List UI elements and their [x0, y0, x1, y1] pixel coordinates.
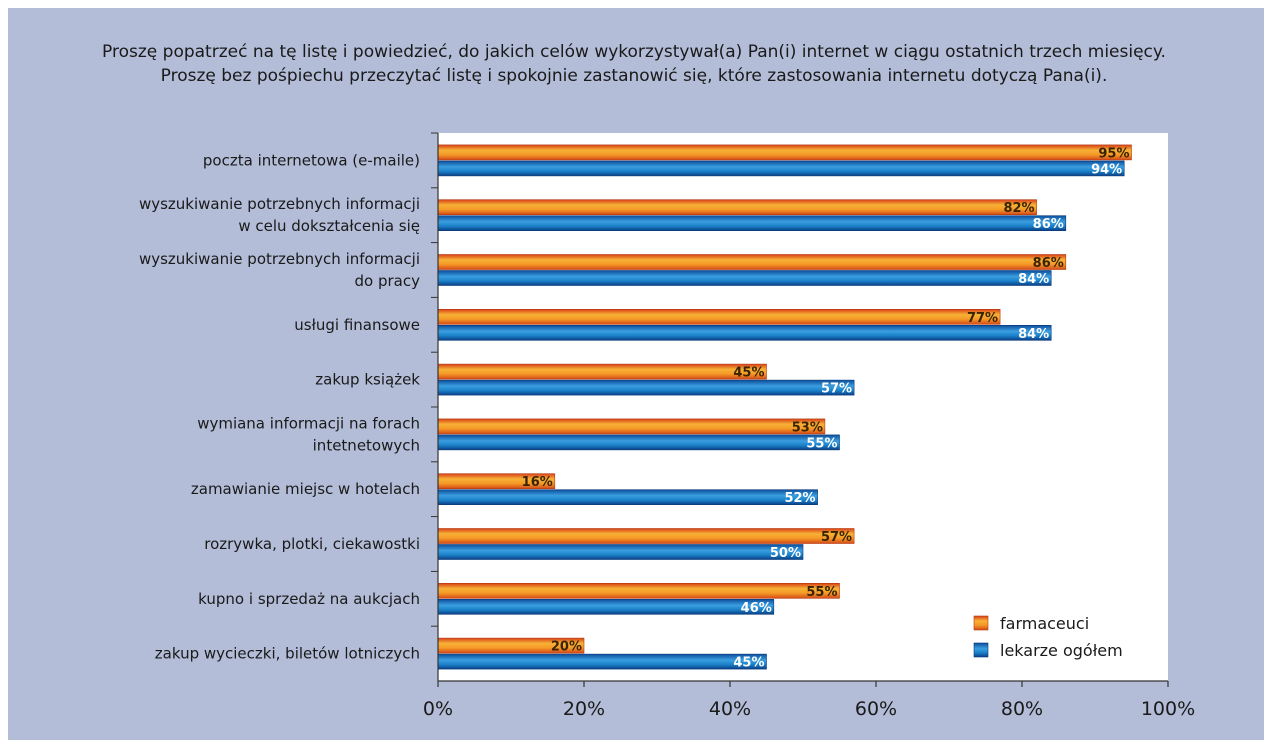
- data-label-farmaceuci-3: 77%: [967, 311, 998, 326]
- data-label-farmaceuci-5: 53%: [792, 420, 823, 435]
- legend-label-lekarze: lekarze ogółem: [1000, 641, 1123, 660]
- x-tick-label-5: 100%: [1141, 698, 1195, 720]
- category-label-0: poczta internetowa (e-maile): [203, 151, 420, 169]
- category-label-5: wymiana informacji na forach intetnetowyc…: [197, 414, 420, 454]
- category-label-4: zakup książek: [315, 371, 420, 389]
- bar-farmaceuci-2: [437, 254, 1067, 270]
- bar-lekarze-6: [437, 489, 818, 506]
- category-label-6: zamawianie miejsc w hotelach: [191, 480, 420, 498]
- x-tick-label-2: 40%: [709, 698, 751, 720]
- bar-lekarze-2: [437, 270, 1052, 286]
- data-label-lekarze-5: 55%: [806, 436, 837, 451]
- x-tick-label-0: 0%: [423, 698, 453, 720]
- data-label-lekarze-2: 84%: [1018, 272, 1049, 287]
- data-label-farmaceuci-1: 82%: [1003, 201, 1034, 216]
- category-label-3: usługi finansowe: [294, 316, 420, 334]
- category-label-8: kupno i sprzedaż na aukcjach: [198, 590, 420, 608]
- data-label-lekarze-8: 46%: [741, 601, 772, 616]
- legend-swatch-farmaceuci: [973, 615, 989, 631]
- bar-farmaceuci-0: [437, 144, 1132, 161]
- bar-lekarze-4: [437, 379, 855, 396]
- category-label-1: wyszukiwanie potrzebnych informacji w cel…: [139, 195, 420, 235]
- bar-lekarze-3: [437, 324, 1052, 341]
- category-label-9: zakup wycieczki, biletów lotniczych: [155, 645, 420, 663]
- data-label-farmaceuci-8: 55%: [806, 585, 837, 600]
- bar-lekarze-8: [437, 598, 775, 615]
- data-label-lekarze-1: 86%: [1033, 217, 1064, 232]
- data-label-farmaceuci-4: 45%: [733, 366, 764, 381]
- legend-swatch-lekarze: [973, 642, 989, 658]
- bar-lekarze-9: [437, 653, 767, 670]
- bar-farmaceuci-7: [437, 528, 855, 544]
- category-label-2: wyszukiwanie potrzebnych informacji do pr…: [139, 250, 420, 290]
- title-line-2: Proszę bez pośpiechu przeczytać listę i …: [160, 66, 1108, 86]
- chart-title: Proszę popatrzeć na tę listę i powiedzie…: [0, 40, 1268, 88]
- bar-farmaceuci-8: [437, 582, 840, 599]
- bar-lekarze-7: [437, 544, 804, 560]
- data-label-lekarze-0: 94%: [1091, 162, 1122, 177]
- data-label-farmaceuci-0: 95%: [1098, 146, 1129, 161]
- data-label-lekarze-4: 57%: [821, 382, 852, 397]
- data-label-farmaceuci-7: 57%: [821, 530, 852, 545]
- x-tick-label-3: 60%: [855, 698, 897, 720]
- data-label-farmaceuci-2: 86%: [1033, 256, 1064, 271]
- x-tick-label-1: 20%: [563, 698, 605, 720]
- data-label-farmaceuci-9: 20%: [551, 640, 582, 655]
- data-label-lekarze-3: 84%: [1018, 327, 1049, 342]
- bar-farmaceuci-4: [437, 363, 767, 380]
- title-line-1: Proszę popatrzeć na tę listę i powiedzie…: [102, 42, 1166, 62]
- bar-lekarze-1: [437, 215, 1067, 231]
- bar-farmaceuci-3: [437, 308, 1001, 325]
- x-tick-label-4: 80%: [1001, 698, 1043, 720]
- plot-area: [438, 133, 1168, 681]
- bar-farmaceuci-1: [437, 199, 1037, 215]
- data-label-farmaceuci-6: 16%: [522, 475, 553, 490]
- data-label-lekarze-7: 50%: [770, 546, 801, 561]
- bar-farmaceuci-5: [437, 418, 826, 435]
- data-label-lekarze-9: 45%: [733, 656, 764, 671]
- category-label-7: rozrywka, plotki, ciekawostki: [204, 535, 420, 553]
- data-label-lekarze-6: 52%: [784, 491, 815, 506]
- bar-lekarze-0: [437, 160, 1125, 177]
- legend-label-farmaceuci: farmaceuci: [1000, 614, 1089, 633]
- bar-lekarze-5: [437, 434, 840, 451]
